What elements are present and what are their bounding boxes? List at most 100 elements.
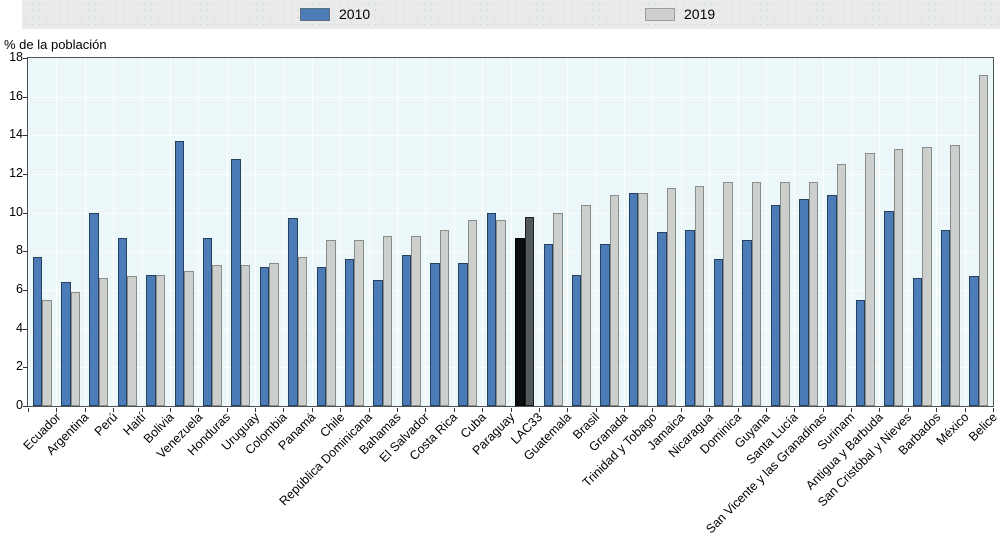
bar-2010-peru bbox=[89, 212, 99, 406]
bar-2010-argentina bbox=[61, 282, 71, 406]
vertical-gridline bbox=[141, 58, 143, 406]
bar-2019-peru bbox=[98, 278, 109, 406]
bar-2010-cuba bbox=[458, 262, 468, 406]
bar-2019-chile bbox=[326, 239, 336, 406]
x-tick-mark bbox=[425, 407, 427, 412]
bar-2019-santa-lucia bbox=[780, 181, 790, 406]
bar-2010-el-salvador bbox=[401, 255, 412, 406]
bar-2010-belice bbox=[969, 276, 979, 406]
vertical-gridline bbox=[113, 58, 115, 406]
bar-2019-bahamas bbox=[382, 235, 393, 406]
vertical-gridline bbox=[396, 58, 398, 406]
legend-label-2019: 2019 bbox=[684, 6, 716, 22]
x-tick-mark bbox=[624, 407, 626, 412]
legend-label-2010: 2010 bbox=[339, 6, 371, 22]
bar-2019-panama bbox=[297, 257, 308, 406]
x-tick-mark bbox=[964, 407, 966, 412]
y-tick-mark bbox=[23, 174, 28, 175]
vertical-gridline bbox=[936, 58, 938, 406]
bar-2010-trinidad-y-tobago bbox=[628, 193, 639, 406]
bar-2019-ecuador bbox=[42, 299, 52, 406]
bar-2010-mexico bbox=[940, 230, 951, 406]
bar-2010-ecuador bbox=[32, 257, 43, 406]
bar-2019-republica-dominicana bbox=[354, 239, 364, 406]
legend-swatch-2019-icon bbox=[645, 8, 675, 21]
vertical-gridline bbox=[198, 58, 200, 406]
x-tick-mark bbox=[822, 407, 824, 412]
vertical-gridline bbox=[538, 58, 540, 406]
bar-2019-bolivia bbox=[155, 274, 166, 406]
y-tick-mark bbox=[23, 367, 28, 369]
x-tick-mark bbox=[993, 407, 994, 412]
horizontal-gridline bbox=[28, 251, 993, 253]
vertical-gridline bbox=[822, 58, 824, 406]
bar-2010-honduras bbox=[202, 237, 213, 406]
bar-2010-paraguay bbox=[486, 212, 497, 406]
vertical-gridline bbox=[737, 58, 739, 406]
x-tick-mark bbox=[567, 407, 569, 412]
x-tick-mark bbox=[907, 407, 909, 412]
vertical-gridline bbox=[680, 58, 682, 406]
bar-2019-costa-rica bbox=[439, 230, 450, 406]
vertical-gridline bbox=[425, 58, 427, 406]
vertical-gridline bbox=[595, 58, 597, 406]
bar-2019-guatemala bbox=[553, 212, 563, 406]
bar-2019-honduras bbox=[212, 264, 222, 406]
bar-2010-nicaragua bbox=[685, 230, 695, 406]
y-tick-mark bbox=[23, 251, 28, 253]
legend-swatch-2010-icon bbox=[300, 8, 330, 21]
bar-2019-belice bbox=[978, 75, 989, 406]
bar-2019-cuba bbox=[467, 220, 478, 406]
bar-2010-dominica bbox=[713, 259, 724, 406]
horizontal-gridline bbox=[28, 290, 993, 291]
x-tick-mark bbox=[141, 407, 143, 412]
bar-2010-san-cristobal-y-nieves bbox=[884, 210, 894, 406]
horizontal-gridline bbox=[28, 367, 993, 369]
horizontal-gridline bbox=[28, 135, 993, 137]
y-tick-label: 0 bbox=[16, 398, 23, 412]
vertical-gridline bbox=[652, 58, 654, 406]
vertical-gridline bbox=[84, 58, 86, 406]
bar-2010-brasil bbox=[571, 274, 582, 406]
x-tick-mark bbox=[28, 407, 29, 412]
vertical-gridline bbox=[56, 58, 58, 406]
bar-2019-jamaica bbox=[666, 187, 677, 406]
bar-2019-san-cristobal-y-nieves bbox=[893, 148, 904, 406]
bar-2010-antigua-y-barbuda bbox=[855, 299, 866, 406]
y-tick-mark bbox=[23, 96, 28, 98]
bar-2019-el-salvador bbox=[411, 235, 421, 406]
vertical-gridline bbox=[482, 58, 484, 406]
x-tick-mark bbox=[84, 407, 86, 412]
y-tick-mark bbox=[23, 212, 28, 214]
bar-2010-panama bbox=[288, 218, 298, 406]
bar-2010-bolivia bbox=[146, 274, 156, 406]
bar-2010-chile bbox=[316, 266, 327, 406]
y-tick-label: 2 bbox=[16, 359, 23, 374]
y-tick-label: 6 bbox=[16, 282, 23, 296]
bar-2019-trinidad-y-tobago bbox=[638, 193, 648, 406]
horizontal-gridline bbox=[28, 96, 993, 98]
bar-2019-surinam bbox=[836, 164, 847, 406]
vertical-gridline bbox=[453, 58, 455, 406]
bar-2019-paraguay bbox=[496, 220, 506, 406]
vertical-gridline bbox=[340, 58, 342, 406]
bar-2019-granada bbox=[609, 195, 620, 406]
x-tick-mark bbox=[56, 407, 58, 412]
x-tick-mark bbox=[510, 407, 512, 412]
y-tick-label: 14 bbox=[9, 127, 23, 142]
bar-2019-colombia bbox=[269, 262, 279, 406]
x-tick-mark bbox=[396, 407, 398, 412]
bar-2019-venezuela bbox=[184, 270, 194, 406]
vertical-gridline bbox=[255, 58, 257, 406]
x-tick-mark bbox=[680, 407, 682, 412]
vertical-gridline bbox=[510, 58, 512, 406]
x-tick-mark bbox=[169, 407, 171, 412]
vertical-gridline bbox=[794, 58, 796, 406]
x-tick-label-peru: Perú bbox=[91, 410, 120, 439]
y-tick-label: 10 bbox=[9, 204, 23, 219]
x-tick-mark bbox=[198, 407, 200, 412]
y-tick-label: 12 bbox=[9, 166, 23, 180]
bar-2019-argentina bbox=[70, 291, 81, 406]
legend: 2010 2019 bbox=[22, 0, 1000, 29]
x-tick-mark bbox=[482, 407, 484, 412]
